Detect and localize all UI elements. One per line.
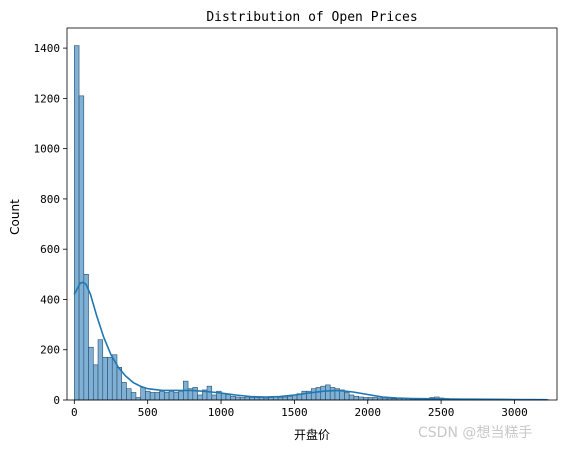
histogram-bar [244,396,250,401]
histogram-bar [164,392,170,401]
x-tick-label: 3000 [501,406,528,419]
histogram-bar [121,382,127,401]
y-axis-label: Count [8,199,22,235]
plot-frame [66,27,558,401]
x-tick-label: 500 [138,406,158,419]
histogram-bar [149,392,156,401]
y-tick-label: 1000 [34,143,61,156]
histogram-bar [230,395,236,401]
watermark: CSDN @想当糕手 [418,425,532,441]
x-axis-ticks: 0 500 1000 1500 2000 2500 3000 [71,400,528,419]
x-tick-label: 0 [71,406,78,419]
x-tick-label: 2500 [428,406,455,419]
chart-title: Distribution of Open Prices [206,10,417,25]
histogram-bar [315,387,322,401]
histogram-bar [197,394,203,401]
histogram-bar [159,390,165,401]
y-tick-label: 400 [40,293,60,306]
y-tick-label: 800 [40,193,60,206]
histogram-bar [92,364,99,401]
histogram-bar [282,396,288,401]
y-tick-label: 0 [53,394,60,407]
histogram-bar [102,356,108,401]
histogram-bar [206,385,213,401]
x-axis-label: 开盘价 [294,427,330,442]
histogram-bars [74,45,549,401]
histogram-bar [78,95,85,401]
histogram-bar [325,384,331,401]
histogram-bar [353,395,359,401]
histogram-bar [145,390,151,401]
histogram-bar [358,396,364,401]
y-tick-label: 600 [40,243,60,256]
histogram-bar [329,387,336,401]
histogram-bar [320,385,326,401]
histogram-bar [301,390,307,401]
histogram-bar [107,356,113,401]
histogram-bar [140,387,146,401]
x-tick-label: 1000 [208,406,235,419]
histogram-bar [74,45,80,401]
histogram-bar [130,392,137,401]
histogram-bar [220,393,227,401]
histogram-bar [154,392,160,401]
kde-curve [73,281,547,401]
histogram-bar [178,390,184,401]
histogram-bar [173,392,179,401]
histogram-bar [235,396,241,401]
histogram-bar [126,388,132,401]
histogram-bar [287,395,293,401]
histogram-bar [310,388,317,401]
histogram-bar [168,390,175,401]
y-tick-label: 200 [40,344,60,357]
histogram-bar [116,367,123,401]
y-tick-label: 1400 [34,42,61,55]
histogram-bar [88,346,94,401]
histogram-bar [97,339,104,401]
y-tick-label: 1200 [34,92,61,105]
histogram-bar [192,387,198,401]
histogram-bar [225,394,232,401]
histogram-bar [211,394,217,401]
y-axis-ticks: 0 200 400 600 800 1000 1200 1400 [34,42,67,407]
x-tick-label: 1500 [281,406,308,419]
x-tick-label: 2000 [354,406,381,419]
histogram-bar [348,394,355,401]
histogram-bar [344,392,350,401]
histogram-bar [83,274,89,401]
